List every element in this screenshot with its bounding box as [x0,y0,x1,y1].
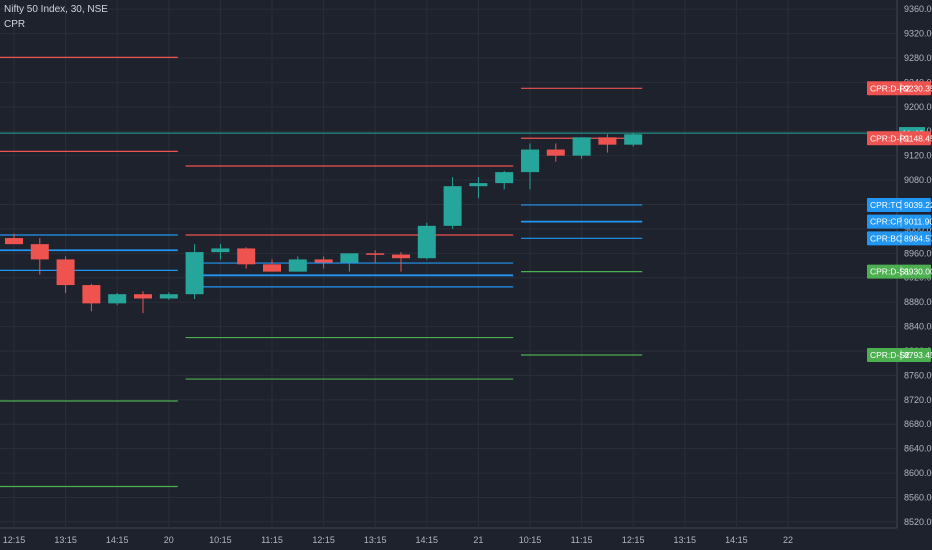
y-tick-label: 8760.00 [904,370,932,380]
y-tick-label: 8720.00 [904,395,932,405]
x-tick-label: 14:15 [106,535,129,545]
y-tick-label: 8600.00 [904,468,932,478]
level-tag-name: CPR:D-R2 [870,83,910,93]
candle-body [82,285,101,304]
level-tag-name: CPR:CP [870,217,902,227]
x-tick-label: 20 [164,535,174,545]
candle-body [624,134,643,145]
level-tag-name: CPR:TC [870,200,902,210]
candle-body [263,264,281,272]
level-tag-name: CPR:D-S2 [870,350,910,360]
candle-body [30,244,49,260]
x-tick-label: 11:15 [261,535,283,545]
candle-body [340,253,359,263]
candle-body [469,183,488,187]
x-tick-label: 10:15 [209,535,232,545]
x-tick-label: 11:15 [571,535,593,545]
y-tick-label: 8840.00 [904,322,932,332]
level-tag-value: 8984.57 [904,233,932,243]
candle-body [546,149,565,156]
y-tick-label: 9280.00 [904,53,932,63]
candle-body [134,294,152,299]
level-tag-value: 9148.45 [904,133,932,143]
level-tag-value: 9039.22 [904,200,932,210]
y-tick-label: 8960.00 [904,248,932,258]
candle-body [56,259,75,286]
y-tick-label: 8520.00 [904,517,932,527]
y-tick-label: 9120.00 [904,151,932,161]
candle-body [108,294,127,304]
level-tag-value: 8930.00 [904,267,932,277]
y-tick-label: 9360.00 [904,4,932,14]
candle-body [521,149,539,173]
x-tick-label: 10:15 [519,535,542,545]
level-tag [867,231,931,246]
candle-body [443,186,462,226]
y-tick-label: 8880.00 [904,297,932,307]
level-tag-name: CPR:BC [870,233,902,243]
x-tick-label: 21 [473,535,483,545]
x-tick-label: 13:15 [364,535,387,545]
candle-body [392,254,410,259]
y-tick-label: 9200.00 [904,102,932,112]
y-tick-label: 9320.00 [904,29,932,39]
level-tag [867,197,931,212]
level-tag [867,347,931,362]
x-tick-label: 13:15 [54,535,77,545]
level-tag [867,264,931,279]
x-tick-label: 14:15 [725,535,748,545]
x-tick-label: 12:15 [622,535,645,545]
x-tick-label: 14:15 [416,535,439,545]
y-tick-label: 8640.00 [904,444,932,454]
candle-body [314,259,333,263]
candle-body [288,259,307,272]
candle-body [5,238,23,245]
indicator-label: CPR [4,19,26,30]
y-tick-label: 9080.00 [904,175,932,185]
level-tag-value: 8793.45 [904,350,932,360]
candle-body [495,172,514,184]
level-tag-value: 9230.35 [904,83,932,93]
y-tick-label: 9000.00 [904,224,932,234]
candle-body [211,248,230,253]
candle-body [237,248,256,265]
x-tick-label: 12:15 [312,535,335,545]
level-tag [867,81,931,96]
candle-body [572,137,591,156]
symbol-title: Nifty 50 Index, 30, NSE [4,4,108,15]
level-tag-name: CPR:D-R1 [870,133,910,143]
candle-body [185,252,204,295]
x-tick-label: 12:15 [3,535,26,545]
candle-body [159,294,178,299]
x-tick-label: 22 [783,535,793,545]
candle-body [366,253,385,255]
level-tag [867,214,931,229]
level-tag-name: CPR:D-S1 [870,267,910,277]
y-tick-label: 8680.00 [904,419,932,429]
y-tick-label: 8560.00 [904,492,932,502]
candle-body [417,225,436,259]
candle-body [598,137,617,145]
level-tag-value: 9011.90 [904,217,932,227]
x-tick-label: 13:15 [674,535,697,545]
level-tag [867,131,931,146]
